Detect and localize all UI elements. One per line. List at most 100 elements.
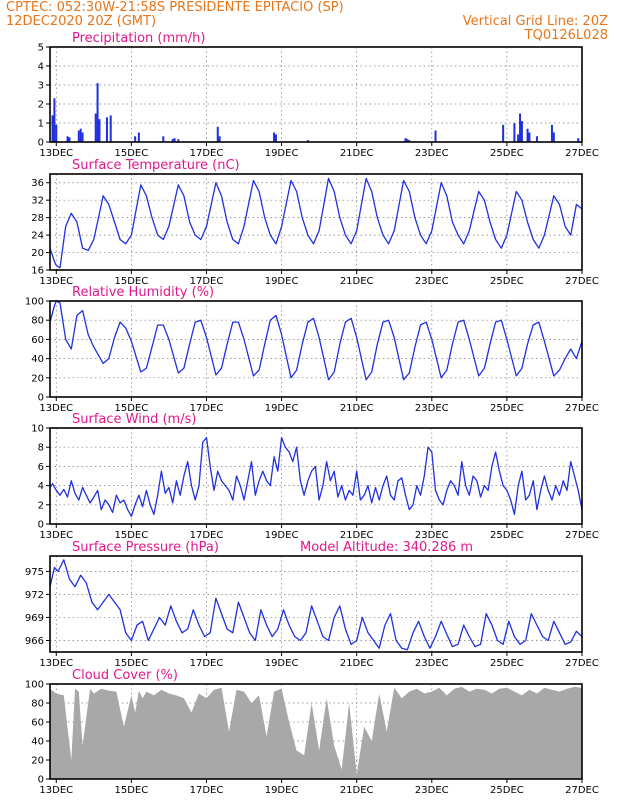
precipitation-bar [577, 138, 580, 142]
y-tick-label: 0 [38, 775, 44, 786]
cloud-cover-area [50, 686, 582, 779]
y-tick-label: 1 [38, 119, 44, 130]
y-tick-label: 3 [38, 81, 44, 92]
x-tick-label: 21DEC [340, 276, 374, 287]
precipitation-bar [216, 126, 219, 142]
precipitation-panel: 0 1 2 3 4 5 13DEC 15DEC 17DEC 19DEC 21DEC 23DEC 25DE… [38, 31, 599, 159]
x-tick-label: 25DEC [490, 276, 524, 287]
precipitation-bar [520, 121, 523, 142]
header-model-code: TQ0126L028 [524, 28, 608, 43]
x-tick-label: 25DEC [490, 658, 524, 669]
precipitation-bar [404, 138, 407, 142]
x-tick-label: 17DEC [190, 658, 224, 669]
x-tick-label: 27DEC [565, 148, 599, 159]
x-tick-label: 27DEC [565, 658, 599, 669]
x-tick-label: 13DEC [39, 276, 73, 287]
precipitation-bar [517, 134, 520, 142]
plot-frame [49, 300, 583, 398]
y-tick-label: 2 [38, 500, 44, 511]
pressure-panel: 966 969 972 975 13DEC 15DEC 17DEC 19DEC 21DEC 23D… [25, 540, 599, 669]
plot-frame [49, 683, 583, 780]
wind-line [49, 436, 583, 517]
precipitation-bar [171, 139, 174, 142]
y-tick-label: 24 [31, 231, 44, 242]
y-tick-label: 0 [38, 138, 44, 149]
pressure-line [49, 559, 583, 651]
precipitation-bar [528, 132, 531, 142]
x-tick-label: 23DEC [415, 785, 449, 796]
y-tick-label: 0 [38, 520, 44, 531]
y-tick-label: 969 [25, 613, 44, 624]
x-tick-label: 15DEC [115, 658, 149, 669]
x-tick-label: 27DEC [565, 403, 599, 414]
y-tick-label: 80 [31, 316, 44, 327]
y-tick-label: 4 [38, 62, 44, 73]
precipitation-bar [79, 128, 82, 142]
x-tick-label: 17DEC [190, 530, 224, 541]
precipitation-bar [173, 138, 176, 142]
x-tick-label: 23DEC [415, 276, 449, 287]
plot-frame [49, 555, 583, 653]
precipitation-bar [98, 119, 101, 142]
x-tick-label: 15DEC [115, 276, 149, 287]
temperature-panel: 16 20 24 28 32 36 13DEC 15DEC 17DEC 19DEC 21DEC 23D… [31, 158, 599, 287]
precipitation-bar [274, 134, 277, 142]
meteogram-panels: 0 1 2 3 4 5 13DEC 15DEC 17DEC 19DEC 21DEC 23DEC 25DE… [25, 31, 599, 796]
x-tick-label: 21DEC [340, 148, 374, 159]
x-tick-label: 13DEC [39, 658, 73, 669]
x-tick-label: 23DEC [415, 530, 449, 541]
x-tick-label: 19DEC [265, 530, 299, 541]
precipitation-bar [306, 140, 309, 142]
humidity-panel: 0 20 40 60 80 100 13DEC 15DEC 17DEC 19DEC 21DEC 23D… [25, 285, 599, 414]
plot-frame [49, 173, 583, 271]
x-tick-label: 15DEC [115, 530, 149, 541]
y-tick-label: 40 [31, 354, 44, 365]
x-tick-label: 25DEC [490, 403, 524, 414]
temperature-title: Surface Temperature (nC) [72, 158, 240, 173]
x-tick-label: 17DEC [190, 785, 224, 796]
y-tick-label: 60 [31, 718, 44, 729]
x-tick-label: 23DEC [415, 658, 449, 669]
x-tick-label: 17DEC [190, 403, 224, 414]
precipitation-bar [218, 136, 221, 142]
precipitation-bar [137, 132, 140, 142]
plot-frame [49, 427, 583, 525]
x-tick-label: 13DEC [39, 530, 73, 541]
y-tick-label: 100 [25, 680, 44, 691]
pressure-subtitle: Model Altitude: 340.286 m [300, 540, 473, 555]
precipitation-bar [134, 136, 137, 142]
precipitation-bar [105, 117, 108, 142]
precipitation-bar [535, 136, 538, 142]
y-tick-label: 20 [31, 373, 44, 384]
wind-title: Surface Wind (m/s) [72, 412, 196, 427]
precipitation-bar [408, 140, 411, 142]
header-grid-line-note: Vertical Grid Line: 20Z [463, 14, 608, 29]
precipitation-bar [68, 137, 71, 142]
x-tick-label: 25DEC [490, 530, 524, 541]
x-tick-label: 13DEC [39, 148, 73, 159]
x-tick-label: 17DEC [190, 148, 224, 159]
y-tick-label: 0 [38, 393, 44, 404]
precipitation-bar [55, 124, 58, 142]
x-tick-label: 23DEC [415, 403, 449, 414]
precipitation-bar [81, 132, 84, 142]
y-tick-label: 20 [31, 756, 44, 767]
x-tick-label: 19DEC [265, 658, 299, 669]
x-tick-label: 13DEC [39, 403, 73, 414]
y-tick-label: 975 [25, 567, 44, 578]
temperature-line [49, 177, 583, 269]
y-tick-label: 4 [38, 481, 44, 492]
precipitation-bar [53, 98, 56, 142]
precipitation-bar [273, 132, 276, 142]
y-tick-label: 8 [38, 443, 44, 454]
y-tick-label: 60 [31, 335, 44, 346]
x-tick-label: 25DEC [490, 148, 524, 159]
y-tick-label: 28 [31, 213, 44, 224]
header-station-line: CPTEC: 052:30W-21:58S PRESIDENTE EPITACI… [6, 0, 344, 15]
x-tick-label: 15DEC [115, 403, 149, 414]
precipitation-bar [519, 113, 522, 142]
x-tick-label: 19DEC [265, 403, 299, 414]
x-tick-label: 19DEC [265, 276, 299, 287]
precipitation-bar [513, 123, 516, 142]
